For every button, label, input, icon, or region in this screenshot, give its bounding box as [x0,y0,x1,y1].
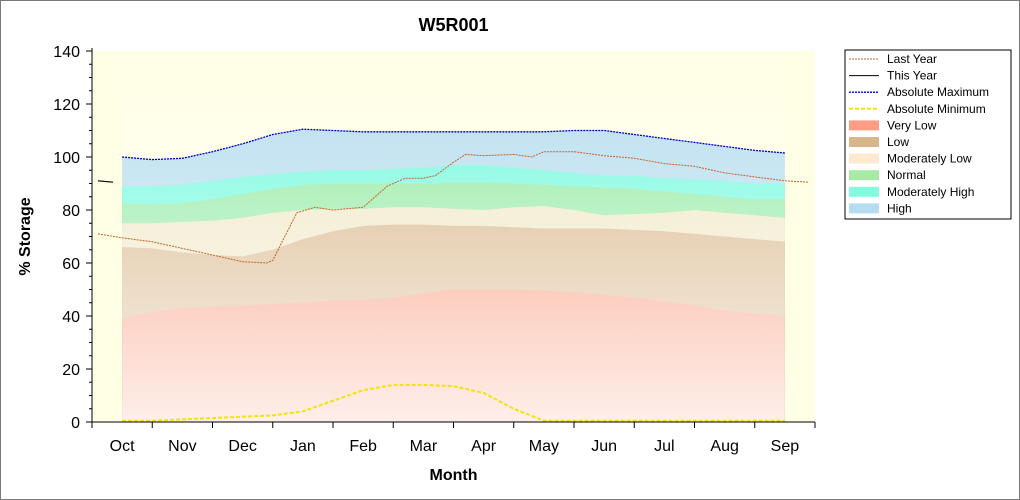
legend-absolute-minimum-label: Absolute Minimum [887,102,986,116]
legend-moderately-high-label: Moderately High [887,185,974,199]
legend: Last Year This Year Absolute Maximum Absolu… [844,49,1012,220]
y-tick-label: 100 [53,150,80,167]
axes-layer: 0 20 40 60 80 100 120 140 Oct Nov Dec Jan Feb Mar Apr M… [53,44,816,455]
x-tick-label: Jul [654,438,674,455]
x-tick-label: Dec [228,438,256,455]
x-tick-label: Aug [710,438,738,455]
chart-title: W5R001 [418,15,488,35]
legend-moderately-low-swatch [849,153,879,164]
x-tick-label: Jun [591,438,617,455]
y-axis-title: % Storage [17,197,34,275]
x-tick-label: Oct [110,438,135,455]
y-tick-label: 80 [62,203,80,220]
legend-normal-label: Normal [887,168,926,182]
y-tick-label: 60 [62,256,80,273]
legend-moderately-high-swatch [849,186,879,197]
y-tick-label: 0 [71,415,80,432]
x-tick-label: Mar [410,438,438,455]
x-tick-label: Nov [168,438,196,455]
legend-high-swatch [849,203,879,214]
x-tick-label: Sep [771,438,800,455]
legend-very-low-label: Very Low [887,118,937,132]
legend-absolute-maximum-label: Absolute Maximum [887,85,989,99]
legend-normal-swatch [849,170,879,181]
plot-fade-overlay [122,51,785,422]
legend-this-year-label: This Year [887,69,937,83]
series-layer [97,128,810,422]
y-tick-label: 140 [53,44,80,61]
y-tick-label: 40 [62,309,80,326]
series-absolute-maximum [122,128,785,161]
legend-very-low-swatch [849,120,879,131]
x-tick-label: Jan [290,438,316,455]
legend-low-label: Low [887,135,909,149]
series-last-year [97,151,810,264]
legend-high-label: High [887,201,912,215]
y-tick-label: 120 [53,97,80,114]
y-tick-label: 20 [62,362,80,379]
x-tick-label: Feb [349,438,377,455]
x-axis-title: Month [430,467,478,484]
legend-low-swatch [849,137,879,147]
series-this-year [97,180,114,183]
legend-moderately-low-label: Moderately Low [887,152,972,166]
x-tick-label: Apr [471,438,497,455]
x-tick-label: May [529,438,559,455]
legend-last-year-label: Last Year [887,52,937,66]
series-absolute-minimum [122,383,785,422]
